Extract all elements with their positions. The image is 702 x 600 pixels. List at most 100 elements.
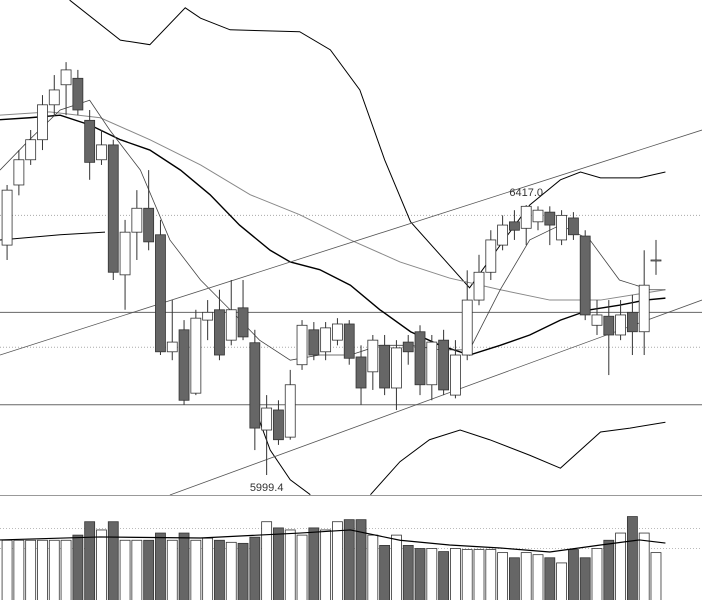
candle-body: [60, 69, 72, 86]
volume-bar: [615, 532, 626, 600]
volume-bar: [72, 534, 84, 600]
volume-bar: [202, 537, 214, 600]
volume-bar: [485, 549, 497, 600]
candle-body: [72, 77, 84, 111]
volume-bar: [131, 539, 143, 600]
candle-body: [379, 344, 391, 389]
candle-body: [84, 119, 96, 163]
overlay-line: [0, 129, 702, 356]
candle-body: [402, 341, 414, 353]
volume-bar: [261, 521, 273, 600]
candle-body: [96, 144, 107, 161]
candle-body: [119, 231, 131, 276]
candle-body: [626, 311, 638, 333]
candle-body: [131, 207, 143, 233]
candle-body: [237, 307, 249, 338]
volume-bar: [225, 541, 237, 600]
volume-bar: [190, 539, 202, 600]
price-annotation: 5999.4: [250, 482, 284, 494]
candle-body: [308, 329, 320, 356]
volume-bar: [626, 516, 638, 600]
volume-bar: [638, 532, 650, 600]
volume-bar: [119, 539, 131, 600]
volume-bar: [25, 539, 37, 600]
volume-bar: [249, 536, 261, 600]
volume-bar: [96, 529, 107, 600]
volume-bar: [450, 548, 461, 600]
volume-bar: [591, 548, 603, 600]
candle-body: [166, 341, 178, 353]
volume-bar: [320, 529, 332, 600]
volume-bar: [37, 539, 48, 600]
volume-bar: [509, 557, 520, 600]
volume-bar: [497, 552, 509, 600]
volume-bar: [13, 539, 25, 600]
candle-body: [438, 339, 450, 391]
volume-bar: [143, 539, 155, 600]
volume-bar: [379, 545, 391, 600]
candle-body: [426, 341, 438, 386]
volume-bar: [650, 552, 662, 600]
candle-body: [461, 299, 473, 356]
candle-body: [37, 104, 48, 141]
candle-body: [214, 309, 225, 356]
candle-body: [520, 205, 532, 229]
candle-body: [343, 323, 355, 359]
volume-bar: [544, 557, 556, 600]
volume-bar: [438, 551, 450, 600]
candle-body: [25, 139, 37, 161]
volume-bar: [308, 527, 320, 600]
candle-body: [190, 317, 202, 394]
volume-bar: [296, 534, 308, 600]
volume-bar: [556, 562, 567, 600]
overlay-line: [0, 111, 666, 301]
volume-bar: [84, 521, 96, 600]
candle-body: [579, 235, 591, 316]
candle-body: [391, 347, 402, 389]
volume-bar: [520, 552, 532, 600]
candle-body: [261, 407, 273, 431]
price-pane: [0, 0, 702, 495]
candle-body: [249, 342, 261, 429]
volume-average-line: [0, 529, 666, 553]
candle-body: [497, 224, 509, 246]
candle-body: [155, 234, 166, 353]
volume-bar: [1, 539, 13, 600]
candle-body: [367, 339, 379, 373]
candle-body: [567, 217, 579, 236]
candle-body: [615, 314, 626, 336]
volume-bar: [355, 519, 367, 600]
volume-bar: [343, 519, 355, 600]
candle-body: [603, 315, 615, 336]
volume-bar: [414, 548, 426, 600]
candle-body: [355, 356, 367, 389]
volume-bar: [532, 554, 544, 600]
candle-body: [178, 329, 190, 401]
candle-body: [650, 259, 662, 262]
volume-bar: [461, 549, 473, 600]
candle-body: [473, 271, 485, 301]
volume-bar: [567, 549, 579, 600]
candle-body: [332, 323, 343, 341]
candle-body: [48, 89, 60, 106]
candle-body: [556, 214, 567, 241]
candle-body: [225, 309, 237, 341]
candle-body: [509, 221, 520, 231]
volume-bar: [107, 521, 119, 600]
candle-body: [202, 311, 214, 321]
candle-body: [107, 144, 119, 273]
candle-body: [273, 409, 284, 441]
candle-body: [296, 324, 308, 366]
volume-bar: [60, 539, 72, 600]
volume-bar: [48, 539, 60, 600]
volume-bar: [237, 542, 249, 600]
candle-body: [320, 327, 332, 353]
volume-bar: [426, 548, 438, 600]
candle-body: [450, 354, 461, 396]
candle-body: [638, 284, 650, 333]
volume-bar: [391, 534, 402, 600]
volume-bar: [402, 545, 414, 600]
volume-bar: [603, 539, 615, 600]
volume-bar: [367, 534, 379, 600]
